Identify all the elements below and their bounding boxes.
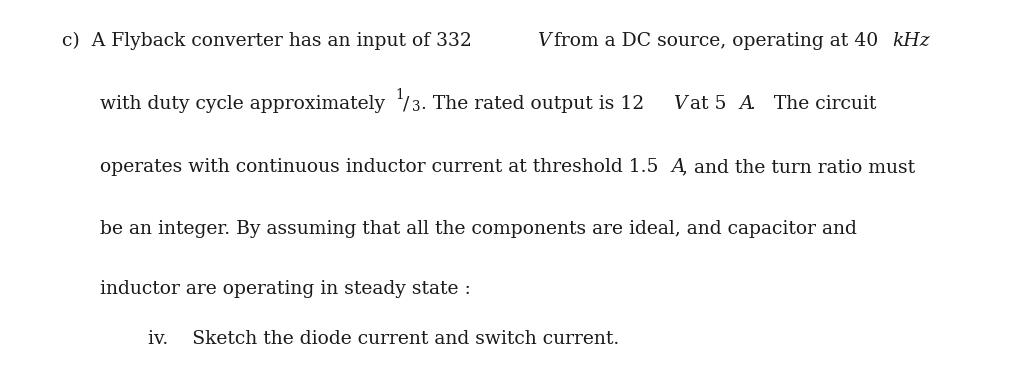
Text: iv.    Sketch the diode current and switch current.: iv. Sketch the diode current and switch … [148, 330, 619, 348]
Text: be an integer. By assuming that all the components are ideal, and capacitor and: be an integer. By assuming that all the … [100, 220, 857, 238]
Text: with duty cycle approximately: with duty cycle approximately [100, 95, 391, 113]
Text: V: V [537, 32, 550, 50]
Text: from a DC source, operating at 40: from a DC source, operating at 40 [548, 32, 884, 50]
Text: inductor are operating in steady state :: inductor are operating in steady state : [100, 280, 471, 298]
Text: V: V [673, 95, 686, 113]
Text: A: A [739, 95, 753, 113]
Text: 1: 1 [395, 88, 404, 102]
Text: 3: 3 [412, 100, 420, 114]
Text: A: A [671, 158, 684, 176]
Text: operates with continuous inductor current at threshold 1.5: operates with continuous inductor curren… [100, 158, 665, 176]
Text: . The rated output is 12: . The rated output is 12 [421, 95, 651, 113]
Text: kHz: kHz [892, 32, 930, 50]
Text: .   The circuit: . The circuit [750, 95, 877, 113]
Text: , and the turn ratio must: , and the turn ratio must [682, 158, 916, 176]
Text: c)  A Flyback converter has an input of 332: c) A Flyback converter has an input of 3… [62, 32, 478, 50]
Text: /: / [403, 95, 409, 113]
Text: at 5: at 5 [684, 95, 732, 113]
